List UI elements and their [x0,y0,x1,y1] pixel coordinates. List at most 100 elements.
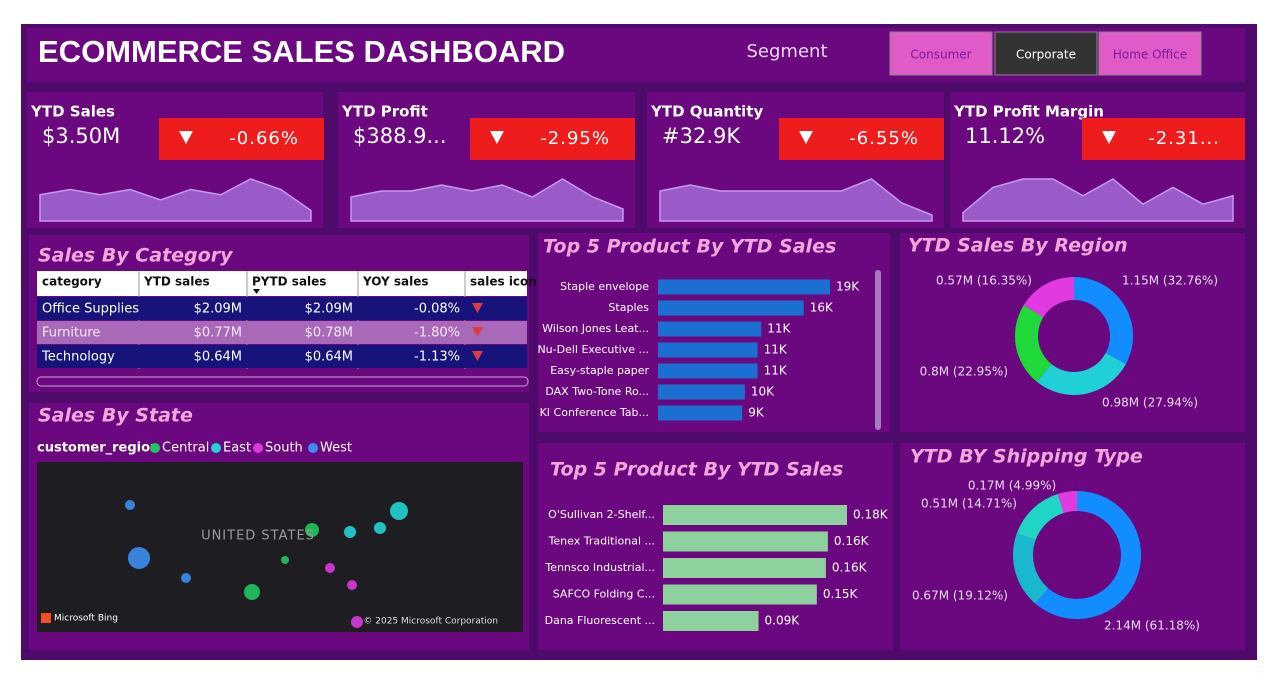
sparkline [962,178,1234,222]
panel-title: Sales By Category [38,245,234,267]
table-cell: $0.77M [194,326,242,341]
kpi-title: YTD Sales [30,103,115,121]
table-header [37,271,527,296]
down-arrow [179,131,193,144]
table-cell: -1.80% [414,326,460,341]
column-header: category [42,275,102,289]
bar [658,342,758,358]
value-label: 11K [764,364,788,378]
map-provider: Microsoft Bing [54,614,118,624]
kpi-change: -2.31... [1148,128,1220,149]
table-cell: $0.64M [305,350,353,365]
map [37,462,523,632]
sales-icon [472,327,483,337]
table-row [37,321,527,344]
map-bubble [181,573,191,583]
column-header: PYTD sales [252,275,326,289]
value-label: 0.15K [823,587,859,601]
category-label: Tenex Traditional ... [548,535,655,548]
kpi-change: -6.55% [849,128,919,149]
column-header: YOY sales [362,275,429,289]
panel-title: YTD BY Shipping Type [910,446,1143,468]
down-arrow [490,131,504,144]
column-header: sales icon [470,275,537,289]
map-bubble [125,500,135,510]
bar [663,611,759,631]
segment-label: Segment [747,41,828,62]
value-label: 9K [748,406,765,420]
kpi-title: YTD Profit Margin [953,103,1104,121]
bar [658,279,830,295]
down-arrow [799,131,813,144]
table-cell: Furniture [42,326,100,341]
category-label: O'Sullivan 2-Shelf... [548,508,655,521]
map-bubble [244,584,260,600]
legend-swatch [211,443,221,453]
kpi-change: -0.66% [229,128,299,149]
legend-swatch [308,443,318,453]
segment-button[interactable] [994,31,1098,76]
panel-title: Top 5 Product By YTD Sales [543,236,836,258]
slice-label: 0.8M (22.95%) [920,365,1008,379]
category-label: Dana Fluorescent ... [545,614,655,627]
legend-label: East [223,441,251,456]
category-label: DAX Two-Tone Ro... [545,385,649,398]
donut-slice [1023,277,1074,318]
category-label: SAFCO Folding C... [553,588,655,601]
map-bubble [305,523,319,537]
segment-button-label: Consumer [910,48,971,62]
category-label: Wilson Jones Leat... [542,322,649,335]
segment-button[interactable] [889,31,993,76]
dashboard-title: ECOMMERCE SALES DASHBOARD [38,34,565,69]
provider-logo [41,613,51,623]
value-label: 0.16K [834,534,870,548]
map-bubble [344,526,356,538]
segment-button[interactable] [1098,31,1202,76]
slice-label: 1.15M (32.76%) [1122,274,1218,288]
slice-label: 0.51M (14.71%) [921,497,1017,511]
legend-swatch [253,443,263,453]
segment-button-label: Corporate [1016,48,1076,62]
bar [658,363,758,379]
category-label: Staples [608,301,649,314]
kpi-change: -2.95% [540,128,610,149]
bar [663,531,828,552]
donut-slice [1013,533,1049,604]
table-cell: $0.78M [305,326,353,341]
map-bubble [281,556,289,564]
donut-slice [1036,353,1126,395]
category-label: KI Conference Tab... [540,406,649,419]
map-bubble [325,563,335,573]
segment-button-label: Home Office [1113,48,1187,62]
donut-slice [1074,277,1134,364]
category-label: Tennsco Industrial... [544,561,655,574]
down-arrow [1102,131,1116,144]
donut-slice [1014,305,1052,382]
sales-icon [472,351,483,361]
map-decoration [125,500,408,628]
category-label: Staple envelope [560,280,649,293]
sort-indicator [253,289,260,294]
value-label: 11K [767,322,791,336]
map-country-label: UNITED STATES [201,529,315,544]
table-row [37,345,527,368]
bar [658,321,762,337]
table-cell: $0.64M [194,350,242,365]
bar [663,505,847,525]
map-copyright: © 2025 Microsoft Corporation [363,617,498,627]
table-cell: $2.09M [194,302,242,317]
slice-label: 0.67M (19.12%) [912,589,1008,603]
value-label: 11K [764,343,788,357]
scrollbar[interactable] [875,270,881,430]
scrollbar[interactable] [36,376,529,387]
legend-title: customer_region [37,441,159,456]
sparkline [659,178,933,222]
table-row [37,297,527,320]
bar [658,384,745,400]
legend-label: South [265,441,303,456]
bar [658,300,804,316]
value-label: 0.09K [765,614,801,628]
table-cell: -1.13% [414,350,460,365]
kpi-title: YTD Profit [341,103,428,121]
value-label: 0.18K [853,508,889,522]
